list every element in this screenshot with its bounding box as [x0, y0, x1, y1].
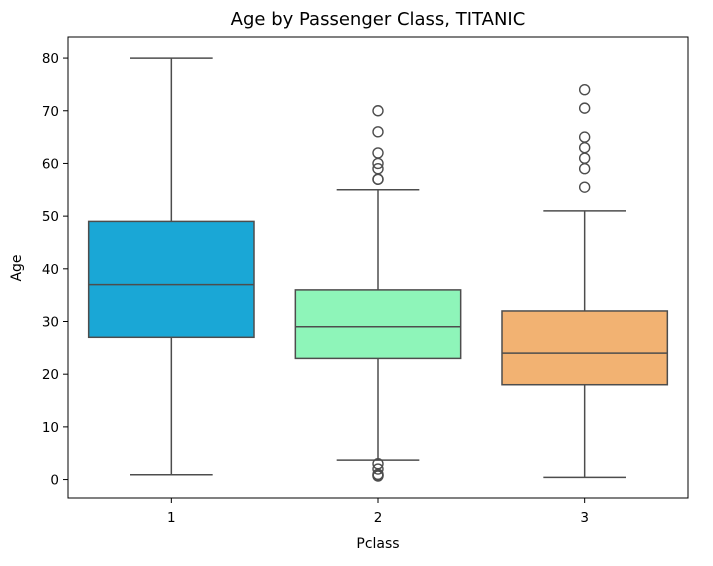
y-tick-label: 0: [50, 473, 59, 489]
y-tick-label: 50: [42, 209, 59, 225]
outlier-point: [372, 105, 384, 117]
chart-title: Age by Passenger Class, TITANIC: [231, 9, 526, 30]
y-tick-label: 20: [42, 367, 59, 383]
x-axis-label: Pclass: [356, 536, 399, 552]
outlier-point: [372, 126, 384, 138]
outlier-point: [578, 102, 591, 114]
x-tick-label: 3: [580, 510, 589, 526]
y-axis-label: Age: [9, 254, 25, 281]
outlier-point: [578, 83, 591, 96]
x-tick-label: 1: [167, 510, 176, 526]
box-iqr: [501, 310, 669, 386]
y-tick-label: 80: [42, 51, 59, 67]
y-axis: 0 10 20 30 40 50 60 70 80: [42, 51, 68, 489]
y-tick-label: 40: [42, 262, 59, 278]
y-tick-label: 10: [42, 420, 59, 436]
box-class-2: [294, 105, 462, 482]
outlier-point: [578, 181, 591, 193]
x-tick-label: 2: [374, 510, 383, 526]
box-iqr: [87, 220, 255, 339]
y-tick-label: 30: [42, 315, 59, 331]
box-class-3: [501, 83, 669, 479]
outlier-point: [578, 141, 591, 154]
outlier-point: [372, 147, 384, 159]
outlier-point: [578, 131, 591, 143]
y-tick-label: 60: [42, 156, 59, 172]
outlier-point: [372, 458, 384, 470]
y-tick-label: 70: [42, 104, 59, 120]
outlier-point: [372, 463, 384, 475]
box-class-1: [87, 57, 255, 476]
outlier-point: [578, 152, 591, 164]
box-iqr: [294, 289, 462, 360]
boxes-group: [87, 57, 669, 482]
outlier-point: [372, 163, 384, 175]
outlier-point: [372, 173, 384, 185]
outlier-point: [578, 163, 591, 175]
x-axis: 1 2 3: [167, 498, 589, 526]
